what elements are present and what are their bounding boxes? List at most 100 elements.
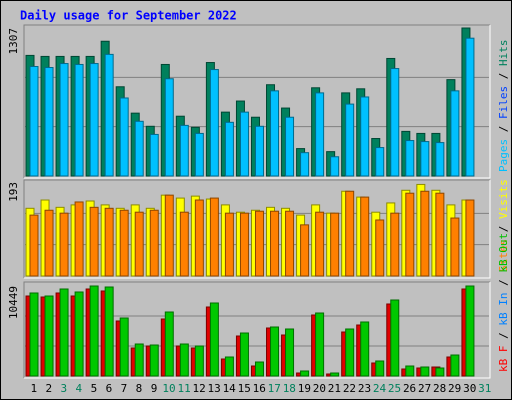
x-tick-label: 1 bbox=[30, 382, 37, 395]
bar bbox=[89, 285, 99, 377]
x-tick-label: 7 bbox=[121, 382, 128, 395]
bar bbox=[405, 192, 415, 277]
x-tick-label: 20 bbox=[313, 382, 326, 395]
x-tick-label: 30 bbox=[463, 382, 476, 395]
bar bbox=[104, 207, 114, 277]
bar bbox=[270, 90, 280, 177]
bar bbox=[224, 121, 234, 177]
legend: Sites / Visits bbox=[497, 179, 510, 272]
bar bbox=[390, 299, 400, 377]
bar bbox=[209, 197, 219, 277]
legend: kB F / kB In / kB Out bbox=[497, 233, 510, 372]
x-tick-label: 16 bbox=[253, 382, 266, 395]
legend-item: / bbox=[497, 126, 510, 133]
bar bbox=[149, 209, 159, 277]
bar bbox=[345, 190, 355, 277]
legend-item: / bbox=[497, 279, 510, 286]
y-tick-label: 193 bbox=[7, 182, 20, 202]
x-tick-label: 15 bbox=[238, 382, 251, 395]
bar bbox=[300, 224, 310, 277]
bar bbox=[149, 344, 159, 377]
bar bbox=[44, 67, 54, 177]
bar bbox=[29, 214, 39, 277]
y-tick-label: 1307 bbox=[7, 28, 20, 55]
bar bbox=[420, 190, 430, 277]
bar bbox=[300, 152, 310, 177]
bar bbox=[179, 124, 189, 177]
x-tick-label: 18 bbox=[283, 382, 296, 395]
x-tick-label: 9 bbox=[151, 382, 158, 395]
bar bbox=[104, 286, 114, 377]
x-tick-label: 25 bbox=[388, 382, 401, 395]
bar bbox=[74, 201, 84, 277]
x-tick-label: 4 bbox=[76, 382, 83, 395]
bar bbox=[104, 53, 114, 177]
bar bbox=[360, 196, 370, 277]
bar bbox=[224, 212, 234, 277]
bar bbox=[74, 63, 84, 177]
legend-item: kB Out bbox=[497, 233, 510, 273]
legend-item: Pages bbox=[497, 139, 510, 172]
x-tick-label: 10 bbox=[162, 382, 175, 395]
bar bbox=[29, 66, 39, 177]
bar bbox=[270, 326, 280, 377]
bar bbox=[315, 92, 325, 177]
bar bbox=[450, 217, 460, 277]
x-tick-label: 17 bbox=[268, 382, 281, 395]
bar bbox=[360, 96, 370, 177]
x-tick-label: 6 bbox=[106, 382, 113, 395]
bar bbox=[375, 219, 385, 277]
bar bbox=[330, 156, 340, 177]
panel-light bbox=[24, 25, 491, 179]
bar bbox=[59, 63, 69, 177]
bar bbox=[119, 97, 129, 177]
bar bbox=[119, 317, 129, 377]
x-tick-label: 2 bbox=[45, 382, 52, 395]
x-tick-label: 11 bbox=[177, 382, 190, 395]
panel-light bbox=[24, 180, 491, 279]
bar bbox=[435, 367, 445, 377]
x-tick-label: 24 bbox=[373, 382, 387, 395]
x-tick-label: 31 bbox=[478, 382, 491, 395]
bar bbox=[465, 37, 475, 177]
bar bbox=[285, 116, 295, 177]
legend-item: Hits bbox=[497, 40, 510, 67]
panel-shadow bbox=[23, 281, 490, 378]
bar bbox=[164, 78, 174, 177]
bar bbox=[119, 209, 129, 277]
bar bbox=[254, 210, 264, 277]
bar bbox=[164, 311, 174, 377]
legend-item: / bbox=[497, 226, 510, 233]
bar bbox=[209, 302, 219, 377]
bar bbox=[134, 120, 144, 177]
bar bbox=[330, 212, 340, 277]
legend-item: Sites bbox=[497, 239, 510, 272]
x-tick-label: 19 bbox=[298, 382, 311, 395]
x-tick-label: 13 bbox=[208, 382, 221, 395]
bar bbox=[450, 354, 460, 377]
x-tick-label: 3 bbox=[61, 382, 68, 395]
bar bbox=[390, 212, 400, 277]
bar bbox=[375, 360, 385, 377]
bar bbox=[285, 328, 295, 377]
bar bbox=[59, 288, 69, 377]
bar bbox=[390, 68, 400, 177]
x-tick-label: 14 bbox=[223, 382, 237, 395]
bar bbox=[315, 312, 325, 377]
bar bbox=[74, 291, 84, 377]
x-tick-label: 5 bbox=[91, 382, 98, 395]
bar bbox=[360, 321, 370, 377]
bar bbox=[89, 63, 99, 177]
x-tick-label: 23 bbox=[358, 382, 371, 395]
legend-item: kB In bbox=[497, 293, 510, 326]
x-tick-label: 22 bbox=[343, 382, 356, 395]
panel-shadow bbox=[23, 24, 490, 178]
bar bbox=[44, 209, 54, 277]
bar bbox=[465, 199, 475, 277]
bar bbox=[345, 103, 355, 177]
bar bbox=[405, 365, 415, 377]
bar bbox=[149, 133, 159, 177]
bar bbox=[179, 211, 189, 277]
bar bbox=[239, 111, 249, 177]
legend: Pages / Files / Hits bbox=[497, 40, 510, 173]
